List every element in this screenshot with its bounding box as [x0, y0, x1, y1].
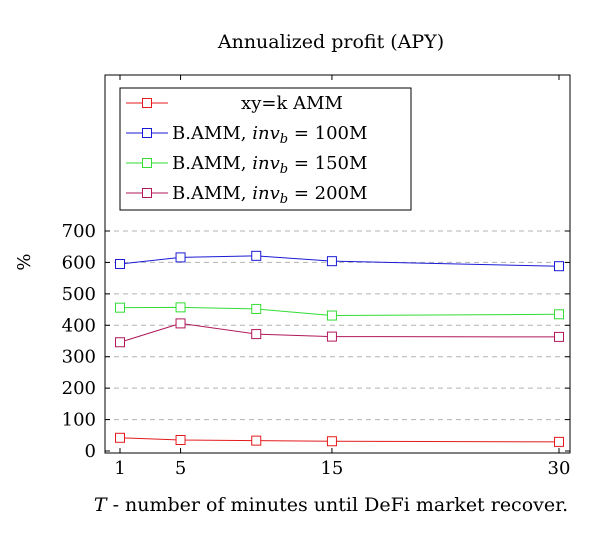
series-2-point-2: [175, 252, 186, 263]
series-line-3: [119, 306, 560, 317]
series-3-point-4: [326, 310, 337, 321]
legend-label-2-subscript: b: [280, 132, 288, 147]
legend-marker-4: [142, 188, 152, 198]
legend-marker-2: [142, 128, 152, 138]
series-4-point-2: [175, 318, 186, 329]
series-3: [115, 302, 564, 321]
y-tick-label-600: 600: [62, 252, 96, 273]
legend-label-2-variable: inv: [252, 123, 280, 144]
series-1-point-5: [554, 436, 564, 447]
chart-title: Annualized profit (APY): [217, 31, 444, 53]
legend-label-4-variable: inv: [252, 183, 280, 204]
series-2-point-3: [251, 250, 262, 261]
legend-label-1-text: xy=k AMM: [241, 93, 343, 114]
series-2-point-1: [115, 259, 125, 269]
x-tick-label-5: 5: [175, 458, 186, 479]
series-4-point-4: [326, 331, 337, 342]
x-tick-label-15: 15: [320, 458, 343, 479]
legend-label-3-subscript: b: [280, 162, 288, 177]
y-tick-label-500: 500: [62, 284, 96, 305]
series-2: [115, 250, 564, 272]
legend-label-4-suffix: = 200M: [288, 183, 367, 204]
series-4-point-5: [554, 331, 564, 342]
grid-lines: [105, 230, 570, 421]
legend-marker-1: [142, 98, 152, 108]
legend-label-4: B.AMM, invb = 200M: [172, 183, 367, 207]
series-1: [115, 432, 564, 447]
x-axis-label-variable: T: [94, 494, 108, 516]
legend-label-2-suffix: = 100M: [288, 123, 367, 144]
series-3-point-3: [251, 303, 262, 314]
legend-label-2-prefix: B.AMM,: [172, 123, 252, 144]
series-3-point-5: [554, 309, 564, 320]
legend-label-4-subscript: b: [280, 192, 288, 207]
series-4-point-1: [115, 337, 125, 348]
legend-label-1: xy=k AMM: [241, 93, 343, 114]
y-axis-label: %: [14, 253, 35, 270]
y-tick-label-0: 0: [85, 441, 96, 462]
series-layer: [115, 250, 564, 447]
x-axis: 1 5 15 30: [114, 75, 570, 479]
series-1-point-1: [115, 432, 125, 443]
legend-label-4-prefix: B.AMM,: [172, 183, 252, 204]
y-tick-label-400: 400: [62, 315, 96, 336]
series-1-point-4: [326, 436, 337, 447]
legend-box: [119, 87, 412, 211]
legend-label-2: B.AMM, invb = 100M: [172, 123, 367, 147]
x-axis-label-text: - number of minutes until DeFi market re…: [107, 494, 569, 516]
series-3-point-2: [175, 302, 186, 313]
legend-label-3-variable: inv: [252, 153, 280, 174]
y-tick-label-300: 300: [62, 347, 96, 368]
x-axis-label: T - number of minutes until DeFi market …: [94, 494, 568, 516]
series-2-point-5: [554, 261, 564, 272]
x-tick-label-30: 30: [548, 458, 571, 479]
series-line-2: [119, 255, 560, 267]
series-line-4: [119, 322, 560, 343]
legend-label-3-suffix: = 150M: [288, 153, 367, 174]
y-axis: 0 100 200 300 400 500 600 700: [62, 221, 570, 462]
legend-label-3: B.AMM, invb = 150M: [172, 153, 367, 177]
series-4-point-3: [251, 329, 262, 340]
series-1-point-2: [175, 435, 186, 445]
series-4: [115, 318, 564, 348]
y-tick-label-200: 200: [62, 378, 96, 399]
series-line-1: [119, 437, 560, 443]
series-2-point-4: [326, 256, 337, 267]
plot-frame: [104, 74, 571, 454]
legend-marker-3: [142, 158, 152, 168]
x-tick-label-1: 1: [114, 458, 125, 479]
y-tick-label-700: 700: [62, 221, 96, 242]
series-1-point-3: [251, 435, 262, 446]
y-tick-label-100: 100: [62, 410, 96, 431]
legend-label-3-prefix: B.AMM,: [172, 153, 252, 174]
series-3-point-1: [115, 302, 125, 313]
